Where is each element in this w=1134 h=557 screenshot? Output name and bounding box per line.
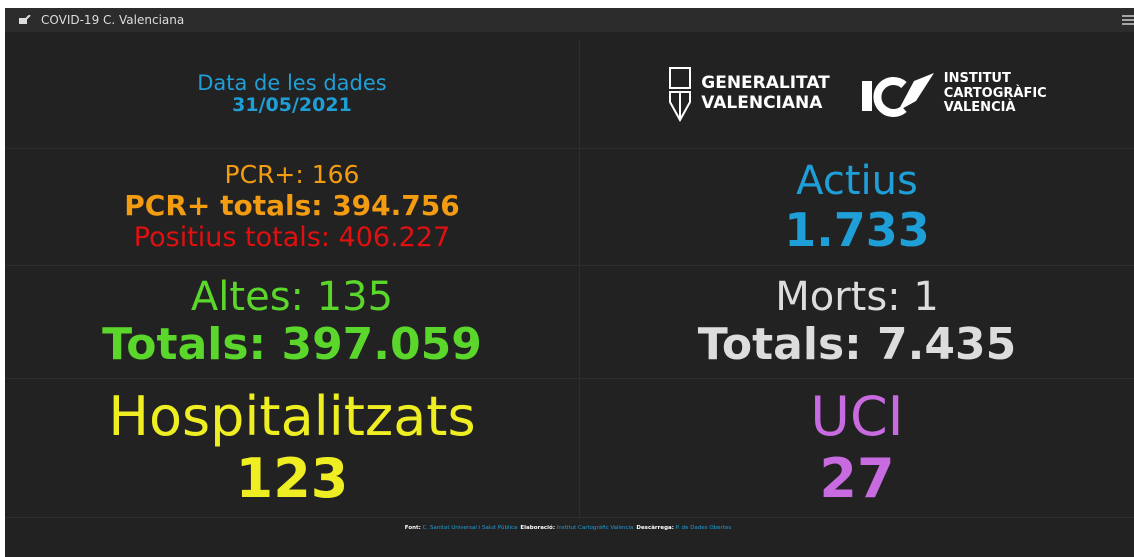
logo-gva: GENERALITAT VALENCIANA [667, 66, 830, 122]
icu-title: UCI [810, 384, 904, 448]
logo-line: CARTOGRÀFIC [943, 85, 1047, 101]
logos-panel: GENERALITAT VALENCIANA INSTITUT CARTOGRÀFI… [580, 40, 1134, 149]
title-bar: COVID-19 C. Valenciana [5, 8, 1134, 32]
deaths-daily: Morts: 1 [775, 273, 939, 320]
date-value: 31/05/2021 [232, 94, 352, 117]
date-label: Data de les dades [197, 71, 387, 95]
logo-icv: INSTITUT CARTOGRÀFIC VALENCIÀ [860, 71, 1047, 117]
menu-button[interactable] [1122, 14, 1134, 26]
logo-line: GENERALITAT [701, 73, 830, 94]
deaths-total: Totals: 7.435 [697, 318, 1017, 370]
dashboard: COVID-19 C. Valenciana Data de les dades… [5, 8, 1134, 557]
deaths-panel: Morts: 1 Totals: 7.435 [580, 266, 1134, 379]
gva-emblem [669, 67, 692, 122]
pcr-daily: PCR+: 166 [224, 160, 360, 189]
footer-label: Descàrrega: [636, 525, 674, 531]
date-panel: Data de les dades 31/05/2021 [5, 40, 580, 149]
footer-link[interactable]: Institut Cartogràfic València [556, 525, 634, 531]
logo-text: GENERALITAT VALENCIANA [701, 74, 830, 113]
logo-line: VALENCIANA [701, 93, 823, 113]
hospital-panel: Hospitalitzats 123 [5, 379, 580, 518]
discharges-panel: Altes: 135 Totals: 397.059 [5, 266, 580, 379]
logo-line: VALENCIÀ [943, 100, 1016, 116]
active-value: 1.733 [784, 202, 930, 257]
title: COVID-19 C. Valenciana [41, 13, 185, 27]
footer: Font: C. Sanitat Universal i Salut Públi… [5, 518, 1134, 538]
active-panel: Actius 1.733 [580, 149, 1134, 266]
footer-label: Font: [404, 525, 421, 531]
discharges-total: Totals: 397.059 [102, 318, 482, 370]
hospital-title: Hospitalitzats [108, 384, 476, 448]
logo-line: INSTITUT [943, 70, 1011, 86]
logo-text: INSTITUT CARTOGRÀFIC VALENCIÀ [943, 70, 1047, 117]
icv-emblem [861, 73, 934, 117]
pcr-total: PCR+ totals: 394.756 [124, 188, 460, 222]
footer-label: Elaboració: [520, 525, 556, 531]
positives-total: Positius totals: 406.227 [133, 221, 451, 253]
icu-value: 27 [819, 447, 895, 510]
hospital-value: 123 [235, 447, 349, 510]
icon [19, 15, 31, 24]
discharges-daily: Altes: 135 [190, 273, 394, 320]
pcr-panel: PCR+: 166 PCR+ totals: 394.756 Positius … [5, 149, 580, 266]
icu-panel: UCI 27 [580, 379, 1134, 518]
footer-link[interactable]: C. Sanitat Universal i Salut Pública [422, 525, 518, 531]
active-title: Actius [796, 157, 918, 204]
footer-link[interactable]: P. de Dades Obertes [675, 525, 732, 531]
